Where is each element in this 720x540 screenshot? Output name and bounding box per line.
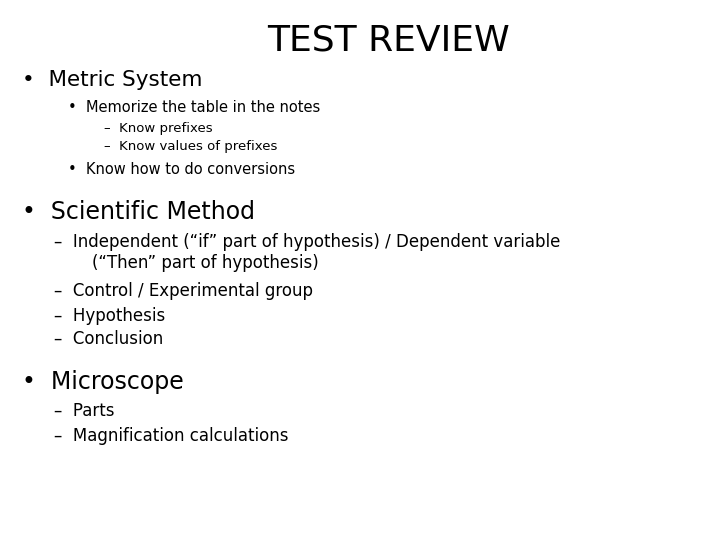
Text: •  Microscope: • Microscope (22, 370, 184, 394)
Text: –  Know values of prefixes: – Know values of prefixes (104, 140, 278, 153)
Text: –  Independent (“if” part of hypothesis) / Dependent variable: – Independent (“if” part of hypothesis) … (54, 233, 560, 251)
Text: •  Memorize the table in the notes: • Memorize the table in the notes (68, 100, 320, 115)
Text: –  Magnification calculations: – Magnification calculations (54, 427, 289, 444)
Text: TEST REVIEW: TEST REVIEW (267, 24, 510, 58)
Text: (“Then” part of hypothesis): (“Then” part of hypothesis) (71, 254, 318, 272)
Text: –  Parts: – Parts (54, 402, 114, 420)
Text: –  Hypothesis: – Hypothesis (54, 307, 166, 325)
Text: •  Scientific Method: • Scientific Method (22, 200, 255, 224)
Text: •  Know how to do conversions: • Know how to do conversions (68, 162, 295, 177)
Text: –  Control / Experimental group: – Control / Experimental group (54, 282, 313, 300)
Text: –  Conclusion: – Conclusion (54, 330, 163, 348)
Text: •  Metric System: • Metric System (22, 70, 202, 90)
Text: –  Know prefixes: – Know prefixes (104, 122, 213, 135)
